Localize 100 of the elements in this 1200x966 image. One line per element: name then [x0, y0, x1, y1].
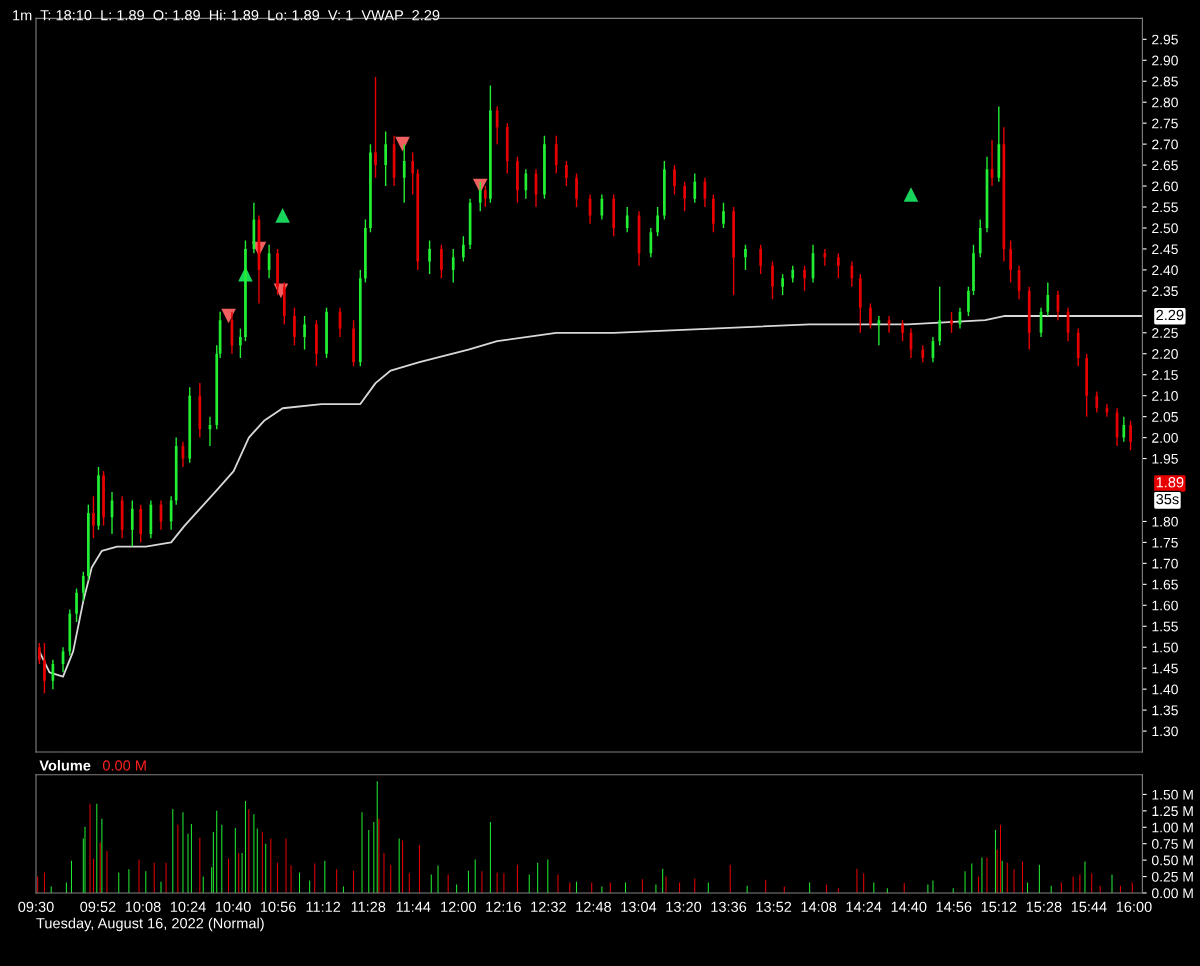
text: 35s: [1156, 493, 1179, 505]
candlestick: [402, 143, 406, 204]
y-tick-label: 2.25: [1152, 328, 1178, 338]
candlestick: [693, 172, 697, 204]
y-tick-label: 2.85: [1152, 76, 1178, 87]
x-tick-label: 10:24: [170, 901, 206, 913]
x-tick-label: 11:44: [396, 901, 431, 912]
x-tick-label: 14:40: [891, 901, 927, 913]
candlestick: [374, 76, 377, 179]
point: [275, 208, 290, 223]
y-tick-label: 2.10: [1152, 391, 1178, 401]
candlestick: [575, 172, 578, 208]
y-tick-label: 2.05: [1152, 411, 1178, 422]
x-tick-label: 13:36: [711, 901, 747, 913]
x-tick-label: 11:12: [306, 901, 341, 912]
y-tick-label: 1.70: [1152, 558, 1178, 569]
candlestick: [901, 319, 904, 342]
candlestick: [1085, 353, 1089, 418]
y-tick-label: 0.50 M: [1151, 855, 1193, 866]
y-tick-label: 2.35: [1152, 286, 1178, 297]
x-tick-label: 16:00: [1116, 901, 1152, 913]
candlestick: [462, 235, 465, 263]
candlestick: [803, 265, 806, 292]
y-tick-label: 2.20: [1152, 349, 1178, 359]
candlestick: [293, 306, 296, 347]
x-tick-label: 10:08: [125, 901, 161, 913]
candlestick: [823, 248, 827, 267]
y-tick-label: 2.65: [1152, 160, 1178, 171]
x-axis-title: Tuesday, August 16, 2022 (Normal): [36, 917, 264, 932]
y-tick-label: 1.00 M: [1152, 822, 1193, 833]
candlestick: [411, 151, 415, 196]
candlestick: [384, 130, 388, 187]
candlestick: [625, 206, 629, 233]
candlestick: [516, 156, 519, 204]
candlestick: [483, 185, 487, 208]
text: 2.29: [1156, 309, 1184, 321]
candlestick: [771, 260, 774, 300]
candlestick: [1095, 390, 1099, 414]
candlestick: [781, 273, 784, 296]
x-tick-label: 09:52: [80, 901, 116, 913]
candlestick: [1129, 420, 1132, 451]
y-tick-label: 2.70: [1152, 139, 1178, 150]
x-tick-label: 10:56: [260, 901, 296, 913]
y-tick-label: 1.40: [1152, 684, 1178, 695]
y-tick-label: 0.25 M: [1151, 871, 1193, 882]
candlestick: [967, 285, 970, 317]
x-tick-label: 12:32: [531, 901, 566, 913]
candlestick: [451, 248, 455, 284]
candlestick: [663, 160, 666, 221]
x-tick-label: 12:48: [576, 901, 612, 913]
text: 0.00 M: [102, 760, 146, 771]
x-tick-label: 14:56: [936, 901, 972, 913]
candlestick: [43, 642, 46, 695]
candlestick: [478, 181, 482, 212]
y-tick-label: 0.00 M: [1151, 888, 1193, 899]
y-tick-label: 1.35: [1152, 705, 1178, 716]
text: 1.89: [1156, 477, 1184, 488]
candlestick: [554, 135, 558, 175]
candlestick: [239, 327, 242, 359]
candlestick: [543, 135, 546, 200]
candlestick: [276, 248, 279, 296]
candlestick: [656, 206, 659, 238]
candlestick: [352, 319, 355, 368]
candlestick: [364, 218, 367, 284]
x-tick-label: 15:44: [1071, 901, 1107, 913]
y-tick-label: 2.40: [1152, 265, 1178, 276]
y-tick-label: 1.25 M: [1152, 806, 1193, 817]
candlestick: [1046, 281, 1050, 317]
y-tick-label: 1.80: [1152, 516, 1178, 527]
y-tick-label: 1.50: [1152, 642, 1178, 653]
candlestick: [565, 160, 568, 187]
candlestick: [938, 285, 942, 347]
candlestick: [81, 571, 85, 602]
candlestick: [440, 244, 443, 279]
x-tick-label: 13:52: [756, 901, 792, 913]
chart-title: Volume: [39, 759, 91, 771]
x-tick-label: 12:16: [486, 901, 521, 913]
y-tick-label: 2.15: [1152, 370, 1178, 380]
y-tick-label: 1.45: [1152, 663, 1178, 674]
point: [903, 187, 919, 202]
candlestick: [97, 466, 100, 531]
y-tick-label: 2.50: [1152, 223, 1178, 234]
y-tick-label: 2.55: [1152, 202, 1178, 213]
candlestick: [75, 587, 78, 623]
x-tick-label: 15:12: [981, 901, 1017, 913]
candlestick: [950, 311, 953, 334]
y-tick-label: 2.90: [1152, 55, 1178, 66]
x-tick-label: 15:28: [1026, 901, 1062, 913]
y-tick-label: 1.60: [1152, 600, 1178, 611]
candlestick: [972, 244, 975, 296]
candlestick: [92, 495, 95, 539]
x-tick-label: 14:24: [846, 901, 882, 912]
candlestick: [102, 470, 105, 527]
candlestick: [1122, 415, 1126, 443]
candlestick: [130, 499, 134, 548]
candlestick: [303, 315, 306, 351]
candlestick: [869, 302, 872, 330]
candlestick: [712, 193, 715, 233]
y-tick-label: 0.75 M: [1151, 839, 1193, 849]
candlestick: [38, 642, 41, 665]
